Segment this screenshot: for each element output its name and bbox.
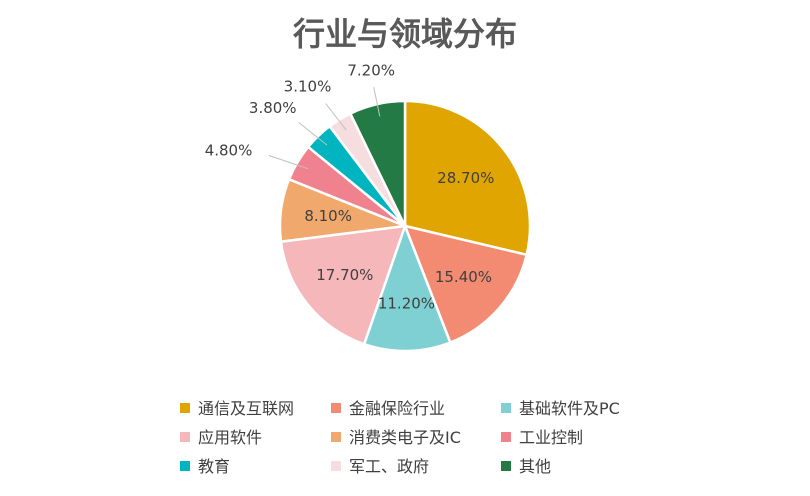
- legend-swatch: [180, 461, 190, 471]
- legend-item: 工业控制: [501, 428, 583, 447]
- legend-swatch: [331, 432, 341, 442]
- legend-item: 消费类电子及IC: [331, 428, 461, 447]
- data-label: 3.80%: [249, 99, 297, 117]
- legend-swatch: [180, 432, 190, 442]
- legend-item: 教育: [180, 457, 230, 476]
- leader-line: [298, 122, 328, 146]
- pie-slice: [279, 224, 407, 346]
- legend-swatch: [501, 403, 511, 413]
- legend-swatch: [180, 403, 190, 413]
- data-label: 17.70%: [316, 266, 373, 284]
- legend-item: 其他: [501, 457, 551, 476]
- legend-swatch: [331, 403, 341, 413]
- legend-label: 工业控制: [519, 428, 583, 447]
- pie-slice: [402, 224, 529, 345]
- leader-line: [325, 103, 347, 131]
- legend-item: 应用软件: [180, 428, 262, 447]
- data-label: 28.70%: [437, 169, 494, 187]
- legend-label: 应用软件: [198, 428, 262, 447]
- pie-slices: [278, 99, 532, 353]
- legend-item: 军工、政府: [331, 457, 429, 476]
- pie-slice: [403, 99, 532, 257]
- data-label: 4.80%: [205, 141, 253, 159]
- legend-label: 军工、政府: [349, 457, 429, 476]
- legend-label: 基础软件及PC: [519, 399, 620, 418]
- leader-line: [373, 87, 381, 117]
- legend-swatch: [501, 461, 511, 471]
- legend-label: 教育: [198, 457, 230, 476]
- legend-item: 金融保险行业: [331, 399, 445, 418]
- legend-label: 金融保险行业: [349, 399, 445, 418]
- data-label: 8.10%: [304, 207, 352, 225]
- data-label: 11.20%: [378, 294, 435, 312]
- legend-swatch: [331, 461, 341, 471]
- data-label: 15.40%: [435, 268, 492, 286]
- leader-lines: [268, 87, 381, 170]
- legend-item: 基础软件及PC: [501, 399, 620, 418]
- leader-line: [268, 155, 309, 170]
- legend-label: 其他: [519, 457, 551, 476]
- legend-swatch: [501, 432, 511, 442]
- legend-label: 消费类电子及IC: [349, 428, 461, 447]
- legend-label: 通信及互联网: [198, 399, 294, 418]
- data-labels: 28.70% 15.40%11.20% 17.70% 8.10% 4.80% 3.80% 3…: [205, 61, 495, 312]
- data-label: 7.20%: [347, 61, 395, 79]
- chart-title: 行业与领域分布: [293, 15, 517, 53]
- legend-item: 通信及互联网: [180, 399, 294, 418]
- data-label: 3.10%: [284, 78, 332, 96]
- pie-slice: [362, 222, 452, 353]
